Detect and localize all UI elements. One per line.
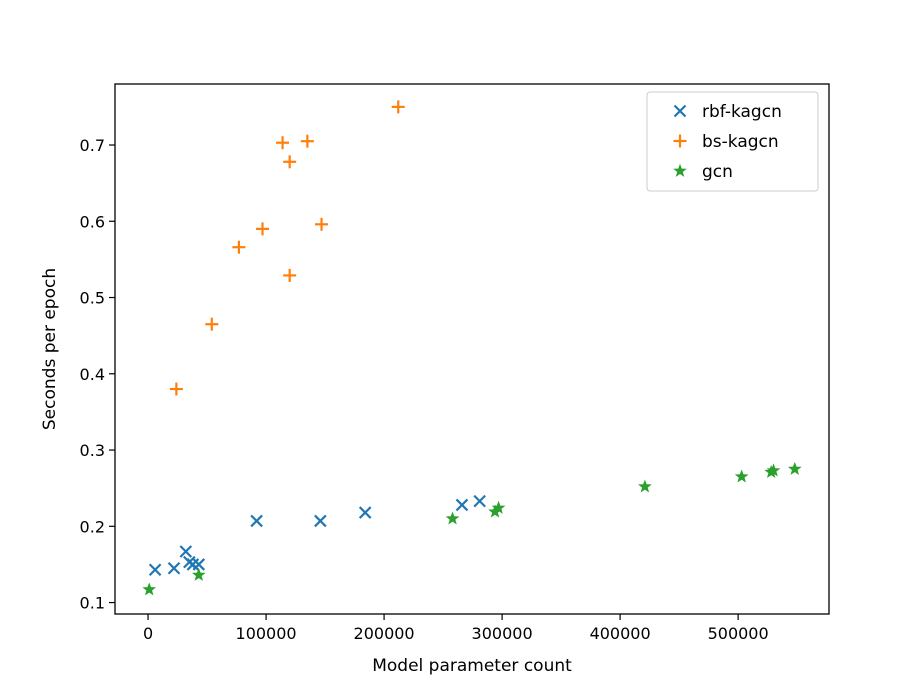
axes-frame: [114, 83, 830, 615]
data-markers: [142, 100, 802, 596]
y-axis-label: Seconds per epoch: [40, 268, 60, 430]
x-tick-label: 400000: [590, 624, 651, 643]
data-point-bs-kagcn-9: [391, 100, 405, 114]
data-point-rbf-kagcn-6: [250, 514, 263, 528]
data-point-rbf-kagcn-5: [192, 558, 206, 571]
legend-item-bs-kagcn: bs-kagcn: [673, 132, 779, 152]
data-point-gcn-0: [142, 582, 157, 596]
series-bs-kagcn: [169, 100, 405, 396]
data-point-rbf-kagcn-2: [179, 545, 193, 558]
data-point-bs-kagcn-4: [276, 136, 290, 150]
data-point-rbf-kagcn-10: [473, 494, 486, 508]
data-point-bs-kagcn-8: [315, 217, 329, 231]
y-tick-label: 0.3: [80, 441, 105, 460]
data-point-bs-kagcn-2: [232, 240, 246, 254]
y-tick-label: 0.5: [80, 289, 105, 308]
x-tick-label: 300000: [472, 624, 533, 643]
data-point-rbf-kagcn-1: [167, 561, 181, 575]
data-point-rbf-kagcn-8: [358, 506, 372, 519]
data-point-gcn-2: [445, 511, 460, 525]
legend-marker-rbf-kagcn: [673, 104, 687, 118]
legend-box: [646, 91, 819, 192]
x-axis-label: Model parameter count: [372, 656, 572, 676]
series-gcn: [142, 461, 802, 596]
legend-item-gcn: gcn: [673, 162, 733, 182]
data-point-gcn-5: [638, 479, 652, 493]
legend: rbf-kagcn bs-kagcn gcn: [646, 91, 819, 192]
data-point-rbf-kagcn-9: [455, 498, 469, 512]
x-tick-label: 500000: [708, 624, 769, 643]
legend-marker-gcn: [673, 163, 687, 177]
data-point-bs-kagcn-6: [283, 268, 297, 282]
legend-item-rbf-kagcn: rbf-kagcn: [673, 102, 782, 122]
data-point-gcn-6: [734, 469, 749, 483]
x-tick-label: 100000: [236, 624, 297, 643]
axes: 0 100000 200000 300000 400000 500000 0.1 0.2 0.3…: [80, 83, 830, 643]
legend-marker-bs-kagcn: [673, 134, 687, 148]
x-tick-label: 0: [143, 624, 153, 643]
data-point-gcn-1: [191, 567, 206, 581]
x-tick-label: 200000: [354, 624, 415, 643]
series-rbf-kagcn: [148, 494, 486, 577]
data-point-rbf-kagcn-7: [314, 514, 327, 528]
y-tick-label: 0.2: [80, 517, 105, 536]
y-tick-label: 0.1: [80, 594, 105, 613]
y-tick-label: 0.7: [80, 136, 105, 155]
data-point-bs-kagcn-1: [205, 317, 219, 331]
data-point-rbf-kagcn-0: [148, 563, 162, 577]
data-point-gcn-9: [787, 461, 802, 475]
legend-label-gcn: gcn: [702, 162, 733, 182]
legend-label-bs-kagcn: bs-kagcn: [702, 132, 779, 152]
data-point-gcn-4: [491, 500, 506, 514]
data-point-bs-kagcn-5: [283, 155, 297, 169]
data-point-gcn-3: [488, 504, 502, 518]
y-tick-label: 0.6: [80, 212, 105, 231]
legend-label-rbf-kagcn: rbf-kagcn: [702, 102, 782, 122]
data-point-bs-kagcn-0: [169, 382, 183, 396]
data-point-gcn-8: [766, 463, 781, 477]
data-point-bs-kagcn-3: [256, 222, 270, 236]
y-tick-label: 0.4: [80, 365, 105, 384]
data-point-bs-kagcn-7: [300, 134, 314, 148]
